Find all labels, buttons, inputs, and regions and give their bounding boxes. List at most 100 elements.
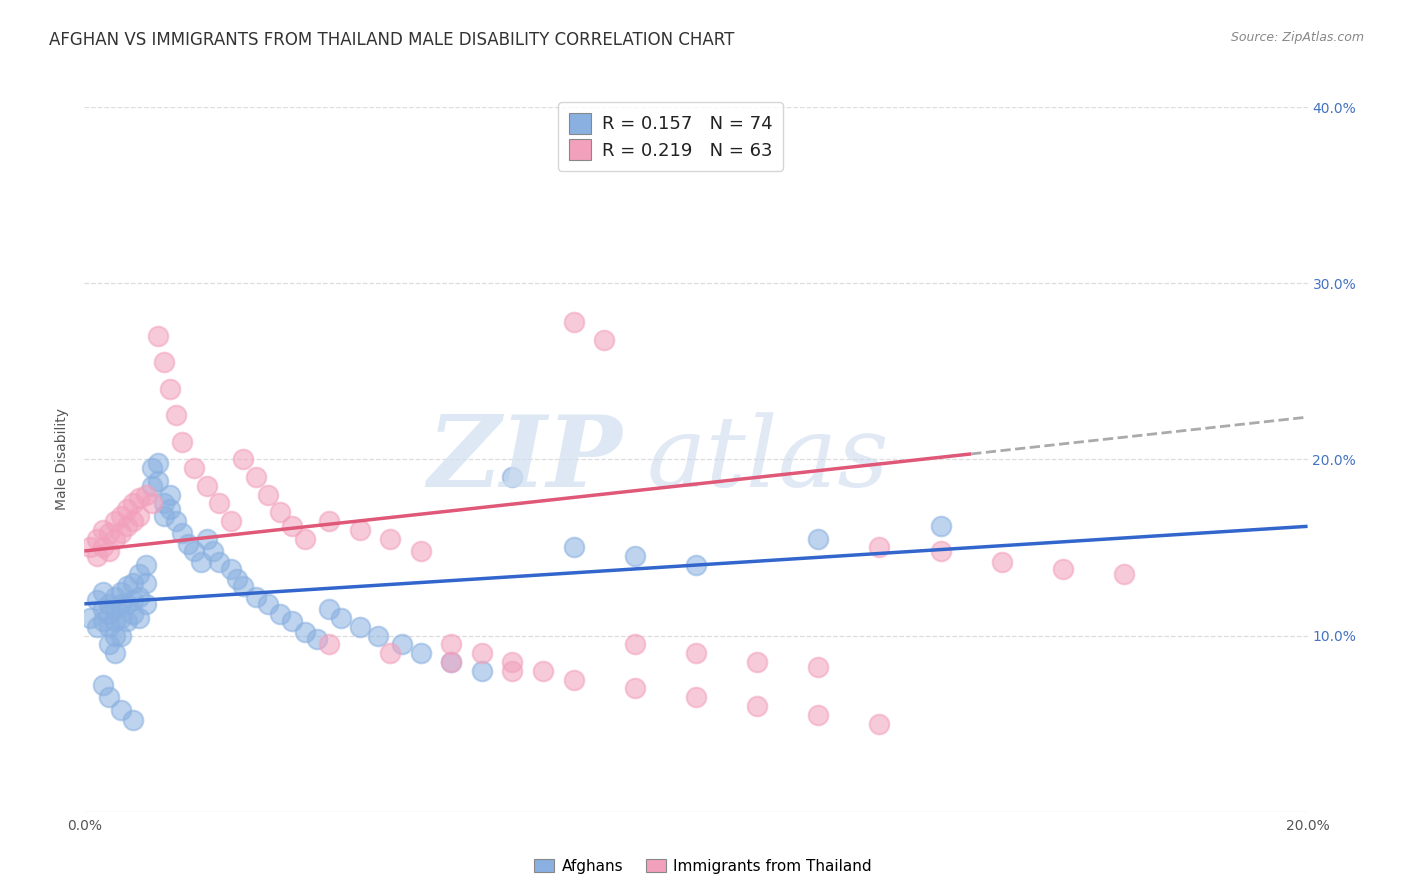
Point xyxy=(869,541,891,555)
Point xyxy=(349,620,371,634)
Point xyxy=(97,597,120,611)
Point xyxy=(159,487,181,501)
Point xyxy=(97,690,120,705)
Point xyxy=(110,508,132,523)
Point xyxy=(177,537,200,551)
Point xyxy=(122,713,145,727)
Point xyxy=(159,501,181,516)
Point xyxy=(141,479,163,493)
Point xyxy=(128,566,150,581)
Point xyxy=(146,456,169,470)
Point xyxy=(1114,566,1136,581)
Point xyxy=(135,597,157,611)
Point xyxy=(104,646,127,660)
Point xyxy=(330,611,353,625)
Point xyxy=(110,611,132,625)
Point xyxy=(502,664,524,678)
Point xyxy=(226,572,249,586)
Point xyxy=(141,496,163,510)
Point xyxy=(471,664,494,678)
Point xyxy=(135,575,157,590)
Point xyxy=(115,519,138,533)
Point xyxy=(122,514,145,528)
Point xyxy=(624,549,647,564)
Point xyxy=(562,673,585,687)
Point xyxy=(409,544,432,558)
Legend: Afghans, Immigrants from Thailand: Afghans, Immigrants from Thailand xyxy=(527,853,879,880)
Point xyxy=(165,514,187,528)
Point xyxy=(146,329,169,343)
Point xyxy=(115,501,138,516)
Legend: R = 0.157   N = 74, R = 0.219   N = 63: R = 0.157 N = 74, R = 0.219 N = 63 xyxy=(558,102,783,170)
Point xyxy=(531,664,554,678)
Text: ZIP: ZIP xyxy=(427,411,623,508)
Point xyxy=(269,607,291,622)
Point xyxy=(159,382,181,396)
Point xyxy=(104,532,127,546)
Point xyxy=(929,544,952,558)
Point xyxy=(110,702,132,716)
Point xyxy=(269,505,291,519)
Point xyxy=(349,523,371,537)
Point xyxy=(110,584,132,599)
Point xyxy=(747,655,769,669)
Point xyxy=(153,508,176,523)
Point xyxy=(208,496,231,510)
Text: AFGHAN VS IMMIGRANTS FROM THAILAND MALE DISABILITY CORRELATION CHART: AFGHAN VS IMMIGRANTS FROM THAILAND MALE … xyxy=(49,31,734,49)
Point xyxy=(183,544,205,558)
Point xyxy=(91,602,114,616)
Point xyxy=(440,655,463,669)
Point xyxy=(153,355,176,369)
Point xyxy=(380,646,402,660)
Point xyxy=(153,496,176,510)
Point xyxy=(245,470,267,484)
Point xyxy=(122,593,145,607)
Point xyxy=(128,491,150,505)
Point xyxy=(305,632,328,646)
Point xyxy=(122,575,145,590)
Point xyxy=(747,699,769,714)
Point xyxy=(245,590,267,604)
Point xyxy=(294,625,316,640)
Point xyxy=(104,514,127,528)
Y-axis label: Male Disability: Male Disability xyxy=(55,409,69,510)
Text: atlas: atlas xyxy=(647,412,890,507)
Point xyxy=(91,523,114,537)
Point xyxy=(146,474,169,488)
Point xyxy=(440,655,463,669)
Point xyxy=(115,615,138,629)
Point xyxy=(104,590,127,604)
Point xyxy=(593,333,616,347)
Point xyxy=(991,555,1014,569)
Point xyxy=(195,479,218,493)
Point xyxy=(190,555,212,569)
Point xyxy=(219,561,242,575)
Point xyxy=(219,514,242,528)
Point xyxy=(409,646,432,660)
Point xyxy=(502,655,524,669)
Point xyxy=(685,690,707,705)
Point xyxy=(929,519,952,533)
Point xyxy=(440,637,463,651)
Text: Source: ZipAtlas.com: Source: ZipAtlas.com xyxy=(1230,31,1364,45)
Point xyxy=(141,461,163,475)
Point xyxy=(97,637,120,651)
Point xyxy=(122,607,145,622)
Point xyxy=(86,549,108,564)
Point xyxy=(318,602,340,616)
Point xyxy=(281,615,304,629)
Point xyxy=(562,541,585,555)
Point xyxy=(110,628,132,642)
Point xyxy=(91,678,114,692)
Point xyxy=(172,526,194,541)
Point xyxy=(318,514,340,528)
Point xyxy=(1052,561,1074,575)
Point xyxy=(79,611,101,625)
Point xyxy=(562,315,585,329)
Point xyxy=(685,558,707,573)
Point xyxy=(201,544,224,558)
Point xyxy=(232,452,254,467)
Point xyxy=(380,532,402,546)
Point xyxy=(367,628,389,642)
Point xyxy=(502,470,524,484)
